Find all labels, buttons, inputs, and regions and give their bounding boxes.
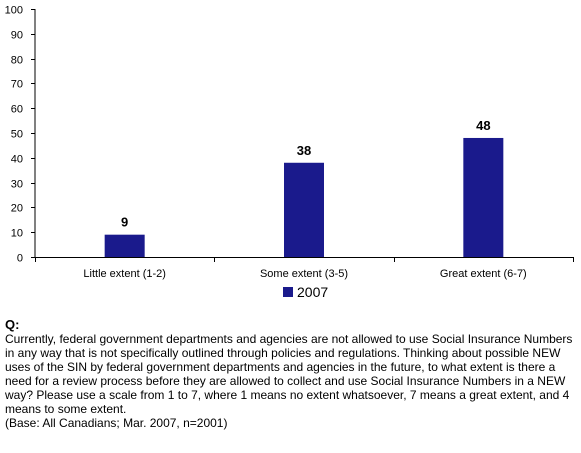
question-footnote: Q: Currently, federal government departm…: [5, 317, 577, 431]
legend-swatch: [283, 287, 293, 297]
bar: [104, 234, 145, 257]
data-label: 48: [476, 118, 490, 133]
data-label: 38: [297, 143, 311, 158]
y-axis: 0 10 20 30 40 50 60 70 80 90 100: [5, 5, 36, 265]
y-tick-label: 0: [17, 253, 23, 265]
category-label: Some extent (3-5): [260, 268, 348, 280]
y-tick-label: 30: [11, 179, 23, 191]
y-tick-label: 100: [5, 5, 23, 17]
base-note: (Base: All Canadians; Mar. 2007, n=2001): [5, 416, 228, 430]
question-text: Currently, federal government department…: [5, 332, 573, 416]
y-tick-label: 70: [11, 79, 23, 91]
category-label: Great extent (6-7): [440, 268, 527, 280]
category-labels: Little extent (1-2) Some extent (3-5) Grea…: [83, 268, 526, 280]
bar: [463, 137, 504, 257]
y-tick-label: 90: [11, 30, 23, 42]
question-label: Q:: [5, 317, 20, 332]
y-tick-label: 10: [11, 228, 23, 240]
y-tick-label: 20: [11, 203, 23, 215]
legend: 2007: [283, 284, 328, 300]
data-label: 9: [121, 215, 128, 230]
category-label: Little extent (1-2): [83, 268, 166, 280]
bar-chart: 0 10 20 30 40 50 60 70 80 90 100 9 38 48 Little exte…: [5, 5, 574, 280]
y-tick-label: 40: [11, 154, 23, 166]
y-tick-label: 80: [11, 55, 23, 67]
bars: [104, 137, 504, 257]
bar: [284, 162, 324, 257]
y-tick-label: 60: [11, 104, 23, 116]
legend-label: 2007: [297, 284, 329, 300]
y-tick-label: 50: [11, 129, 23, 141]
data-labels: 9 38 48: [121, 118, 491, 230]
x-axis: [35, 257, 574, 262]
